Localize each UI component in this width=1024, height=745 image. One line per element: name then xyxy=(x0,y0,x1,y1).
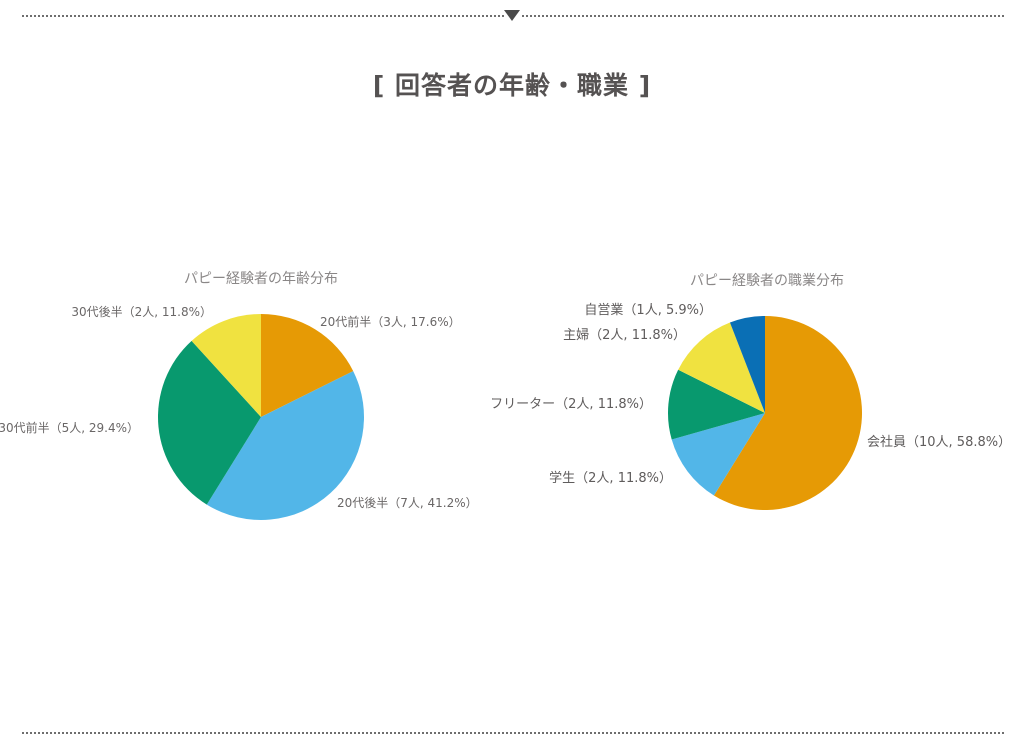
age-pie-chart: パピー経験者の年齢分布 20代前半（3人, 17.6%） 20代後半（7人, 4… xyxy=(0,271,478,520)
occupation-pie-slice-2 xyxy=(667,369,765,440)
occupation-pie-slice-1 xyxy=(671,413,765,496)
age-label-30s-late: 30代後半（2人, 11.8%） xyxy=(71,305,212,319)
job-label-freeter: フリーター（2人, 11.8%） xyxy=(490,397,652,412)
page-heading: [ 回答者の年齢・職業 ] xyxy=(372,71,652,100)
bottom-dotted-divider xyxy=(22,732,1004,734)
age-pie-slice-3 xyxy=(191,314,261,417)
occupation-pie-slice-4 xyxy=(729,316,765,413)
job-label-housewife: 主婦（2人, 11.8%） xyxy=(563,327,686,343)
job-label-self-employed: 自営業（1人, 5.9%） xyxy=(584,302,712,318)
occupation-pie-slice-3 xyxy=(678,322,765,413)
occupation-chart-title: パピー経験者の職業分布 xyxy=(690,273,844,289)
age-pie-slice-0 xyxy=(261,314,354,417)
age-label-20s-late: 20代後半（7人, 41.2%） xyxy=(337,496,478,510)
age-label-20s-early: 20代前半（3人, 17.6%） xyxy=(320,314,461,329)
age-pie-slice-2 xyxy=(158,340,261,505)
occupation-pie-chart: パピー経験者の職業分布 会社員（10人, 58.8%） 学生（2人, 11.8%… xyxy=(490,273,1011,510)
triangle-down-icon xyxy=(504,8,520,24)
age-label-30s-early: 30代前半（5人, 29.4%） xyxy=(0,420,139,435)
age-chart-title: パピー経験者の年齢分布 xyxy=(184,271,338,287)
job-label-employee: 会社員（10人, 58.8%） xyxy=(867,434,1011,450)
job-label-student: 学生（2人, 11.8%） xyxy=(549,470,672,486)
age-pie-slices xyxy=(158,314,364,520)
occupation-pie-slice-0 xyxy=(713,316,863,510)
age-pie-slice-1 xyxy=(206,371,364,520)
occupation-pie-slices xyxy=(667,316,863,510)
